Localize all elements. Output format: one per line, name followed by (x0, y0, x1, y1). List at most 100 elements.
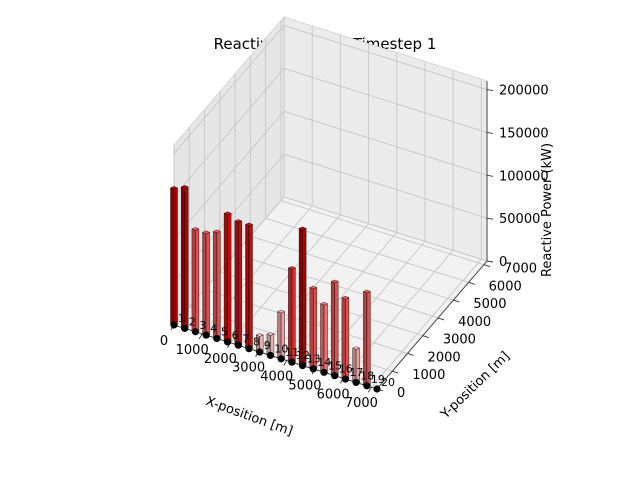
z-tick-label: 200000 (499, 84, 549, 99)
node-label: 6 (232, 329, 239, 342)
node-label: 2 (189, 315, 196, 328)
z-grid-line (173, 110, 285, 240)
z-grid-line (283, 25, 488, 91)
bar (341, 295, 350, 381)
bar (191, 227, 200, 334)
bar (352, 346, 361, 385)
z-tick-label: 0 (499, 255, 507, 270)
x-tick-label: 6000 (317, 387, 350, 402)
y-tick-label: 2000 (428, 350, 461, 365)
bar-face-top (255, 333, 264, 337)
x-tick-mark (283, 360, 288, 366)
node-marker (266, 351, 275, 359)
node-marker (213, 334, 221, 343)
node-marker (170, 321, 178, 329)
x-tick-label: 4000 (260, 370, 293, 385)
y-tick-label: 5000 (473, 297, 506, 312)
y-tick-mark (483, 264, 491, 267)
bar (244, 222, 254, 351)
node-label: 3 (199, 319, 206, 332)
node-marker (191, 328, 200, 336)
node-marker (277, 355, 285, 363)
node-label: 7 (242, 332, 249, 345)
x-tick-label: 7000 (345, 396, 378, 411)
bar-face-top (362, 289, 371, 294)
z-tick-mark (486, 260, 494, 263)
z-grid-line (283, 67, 488, 133)
bar (223, 211, 232, 344)
node-marker (363, 382, 371, 390)
bar-face-top (266, 332, 275, 336)
z-tick-label: 150000 (499, 126, 549, 141)
node-marker (309, 365, 317, 373)
node-marker (245, 345, 253, 353)
x-tick-mark (367, 386, 372, 393)
y-grid-line (280, 200, 485, 265)
bar-face-top (330, 279, 339, 284)
y-tick-label: 7000 (504, 262, 537, 277)
z-grid-line (283, 196, 488, 262)
bar-face-side (205, 231, 210, 337)
bar (202, 230, 211, 337)
bar-face-top (234, 219, 243, 223)
x-tick-label: 0 (160, 334, 168, 349)
x-tick-label: 2000 (204, 352, 237, 367)
bar-face-front (298, 228, 303, 368)
y-tick-label: 1000 (412, 368, 445, 383)
bar-face-front (180, 186, 185, 331)
node-marker (331, 372, 339, 380)
bar-face-top (180, 185, 189, 189)
node-label: 20 (381, 376, 395, 389)
bar-face-side (184, 186, 189, 331)
node-label: 15 (328, 359, 342, 372)
node-marker (256, 348, 264, 356)
node-label: 8 (253, 336, 260, 349)
y-tick-mark (468, 281, 475, 285)
node-marker (298, 361, 307, 370)
z-tick-mark (486, 174, 494, 177)
x-axis-label: X-position [m] (204, 394, 295, 439)
node-label: 14 (317, 356, 331, 369)
bar-face-top (298, 226, 307, 231)
node-marker (320, 368, 328, 376)
node-label: 11 (285, 346, 299, 359)
z-axis-label: Reactive Power (kW) (540, 143, 555, 277)
x-tick-label: 1000 (176, 343, 209, 358)
bar-face-top (191, 227, 200, 231)
z-tick-label: 100000 (499, 169, 549, 184)
bar-face-top (341, 295, 350, 300)
node-marker (288, 358, 296, 366)
bar-face-front (245, 224, 250, 351)
bar-face-front (223, 212, 228, 344)
bar (298, 226, 307, 368)
y-tick-mark (407, 353, 414, 356)
bars-group (169, 185, 371, 388)
bar-face-side (173, 187, 178, 327)
node-label: 18 (360, 369, 374, 382)
x-tick-label: 3000 (232, 361, 265, 376)
bar-face-top (277, 309, 286, 314)
bar (180, 185, 189, 331)
z-grid-line (283, 110, 488, 176)
y-tick-mark (392, 370, 399, 374)
node-marker (352, 378, 360, 387)
z-tick-label: 50000 (499, 212, 540, 227)
bar (234, 219, 243, 348)
z-grid-line (173, 25, 285, 154)
node-label: 12 (296, 349, 310, 362)
node-marker (341, 375, 350, 383)
z-grid-line (283, 153, 488, 219)
bar-face-top (223, 211, 232, 216)
y-tick-mark (422, 335, 429, 339)
y-tick-label: 3000 (443, 333, 476, 348)
bar-face-side (248, 224, 253, 351)
node-marker (234, 341, 242, 349)
bar-face-top (212, 229, 221, 234)
bar-face-top (244, 222, 254, 227)
y-tick-label: 6000 (489, 279, 522, 294)
z-tick-mark (486, 217, 494, 220)
node-marker (202, 331, 210, 339)
bar-face-top (169, 186, 179, 190)
